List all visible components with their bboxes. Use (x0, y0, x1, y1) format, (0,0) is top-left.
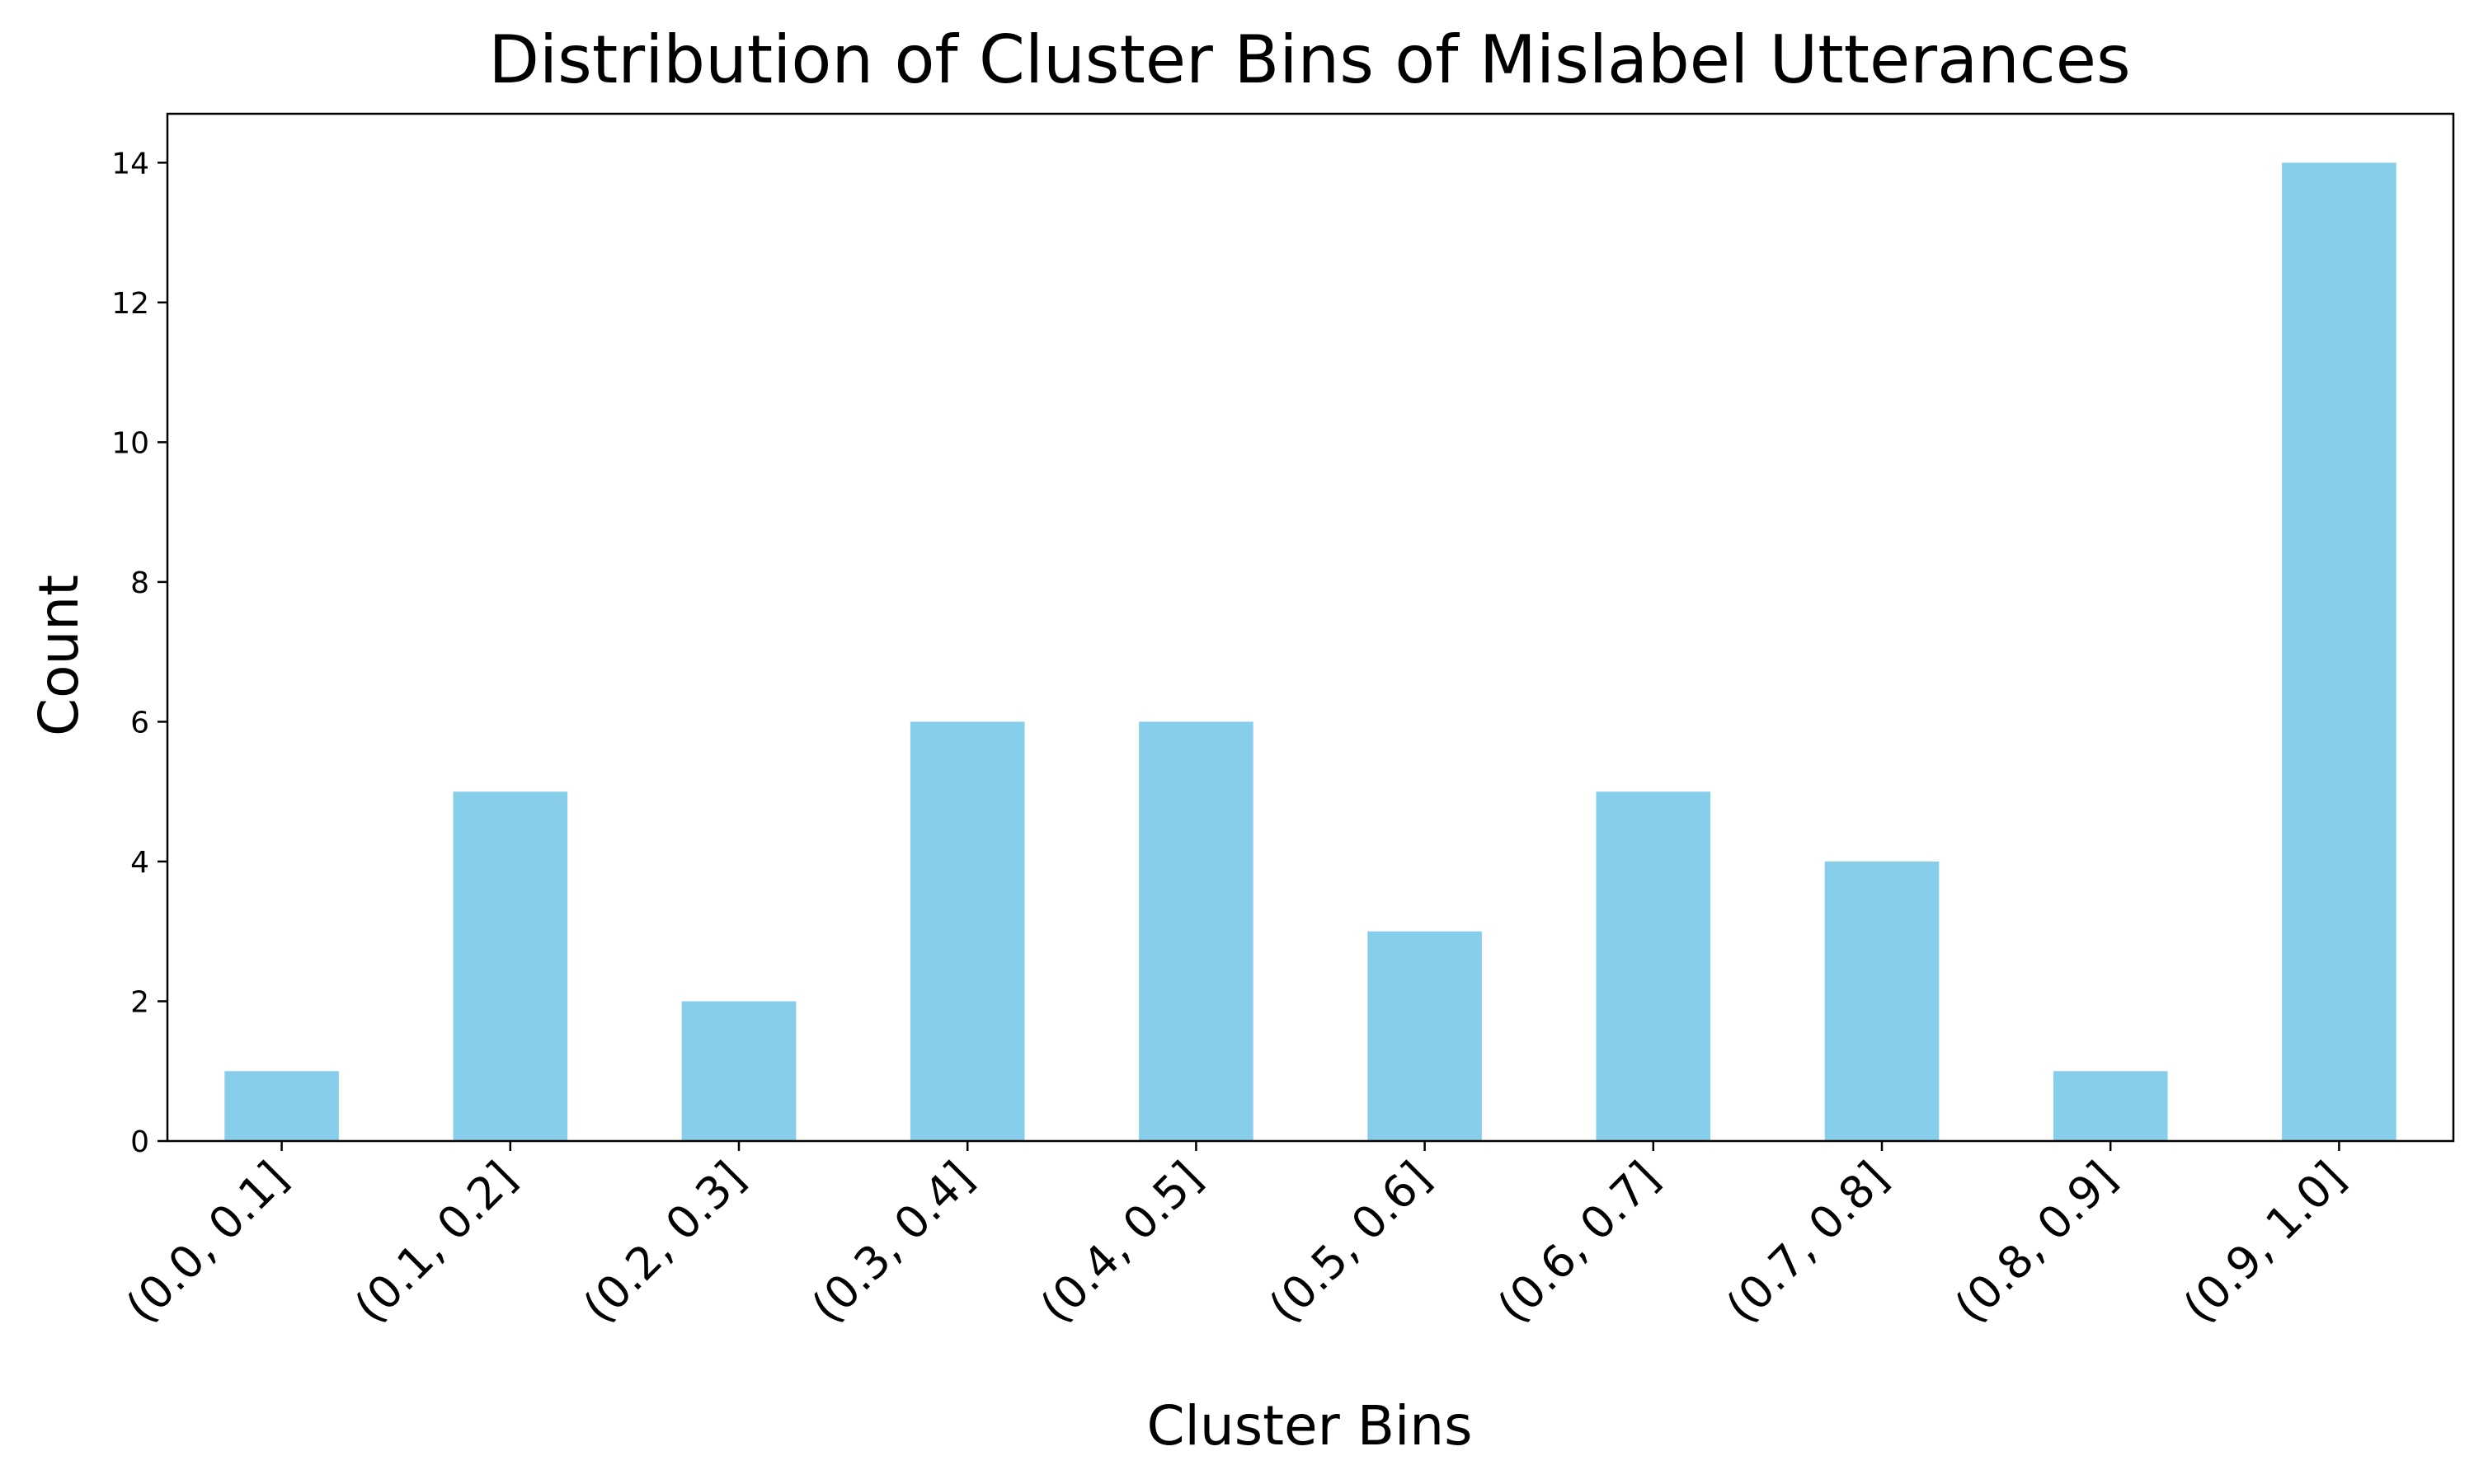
x-tick-label-7: (0.7, 0.8] (1716, 1152, 1898, 1333)
bar-9 (2282, 162, 2396, 1141)
bar-2 (681, 1001, 797, 1141)
y-axis-label: Count (27, 575, 91, 736)
bar-1 (453, 791, 568, 1141)
plot-area: 0 2 4 6 8 10 12 14 (0.0, 0.1] (0.1, 0.2] (0.2, 0.3… (111, 112, 2455, 1333)
bar-4 (1139, 721, 1253, 1141)
x-tick-label-0: (0.0, 0.1] (116, 1152, 298, 1333)
x-tick-label-3: (0.3, 0.4] (802, 1152, 983, 1333)
y-tick-label-4: 8 (130, 566, 149, 600)
x-tick-label-2: (0.2, 0.3] (573, 1152, 755, 1333)
x-tick-label-1: (0.1, 0.2] (345, 1152, 526, 1333)
y-tick-label-5: 10 (111, 426, 149, 460)
y-tick-label-2: 4 (130, 846, 149, 880)
x-axis-label: Cluster Bins (1146, 1394, 1472, 1458)
bar-7 (1824, 861, 1940, 1141)
y-tick-label-1: 2 (130, 985, 149, 1019)
x-tick-label-5: (0.5, 0.6] (1259, 1152, 1441, 1333)
y-tick-label-0: 0 (130, 1125, 149, 1159)
y-tick-label-7: 14 (111, 147, 149, 181)
y-tick-label-3: 6 (130, 706, 149, 740)
y-tick-label-6: 12 (111, 287, 149, 321)
axes-frame (166, 112, 2455, 1143)
x-tick-label-6: (0.6, 0.7] (1488, 1152, 1669, 1333)
bar-5 (1367, 931, 1482, 1141)
x-tick-label-4: (0.4, 0.5] (1031, 1152, 1212, 1333)
bar-6 (1596, 791, 1711, 1141)
bar-3 (910, 721, 1025, 1141)
bar-8 (2053, 1071, 2168, 1141)
x-tick-label-9: (0.9, 1.0] (2174, 1152, 2355, 1333)
x-tick-label-8: (0.8, 0.9] (1945, 1152, 2126, 1333)
bar-0 (224, 1071, 339, 1141)
chart-title: Distribution of Cluster Bins of Mislabel… (488, 21, 2130, 98)
